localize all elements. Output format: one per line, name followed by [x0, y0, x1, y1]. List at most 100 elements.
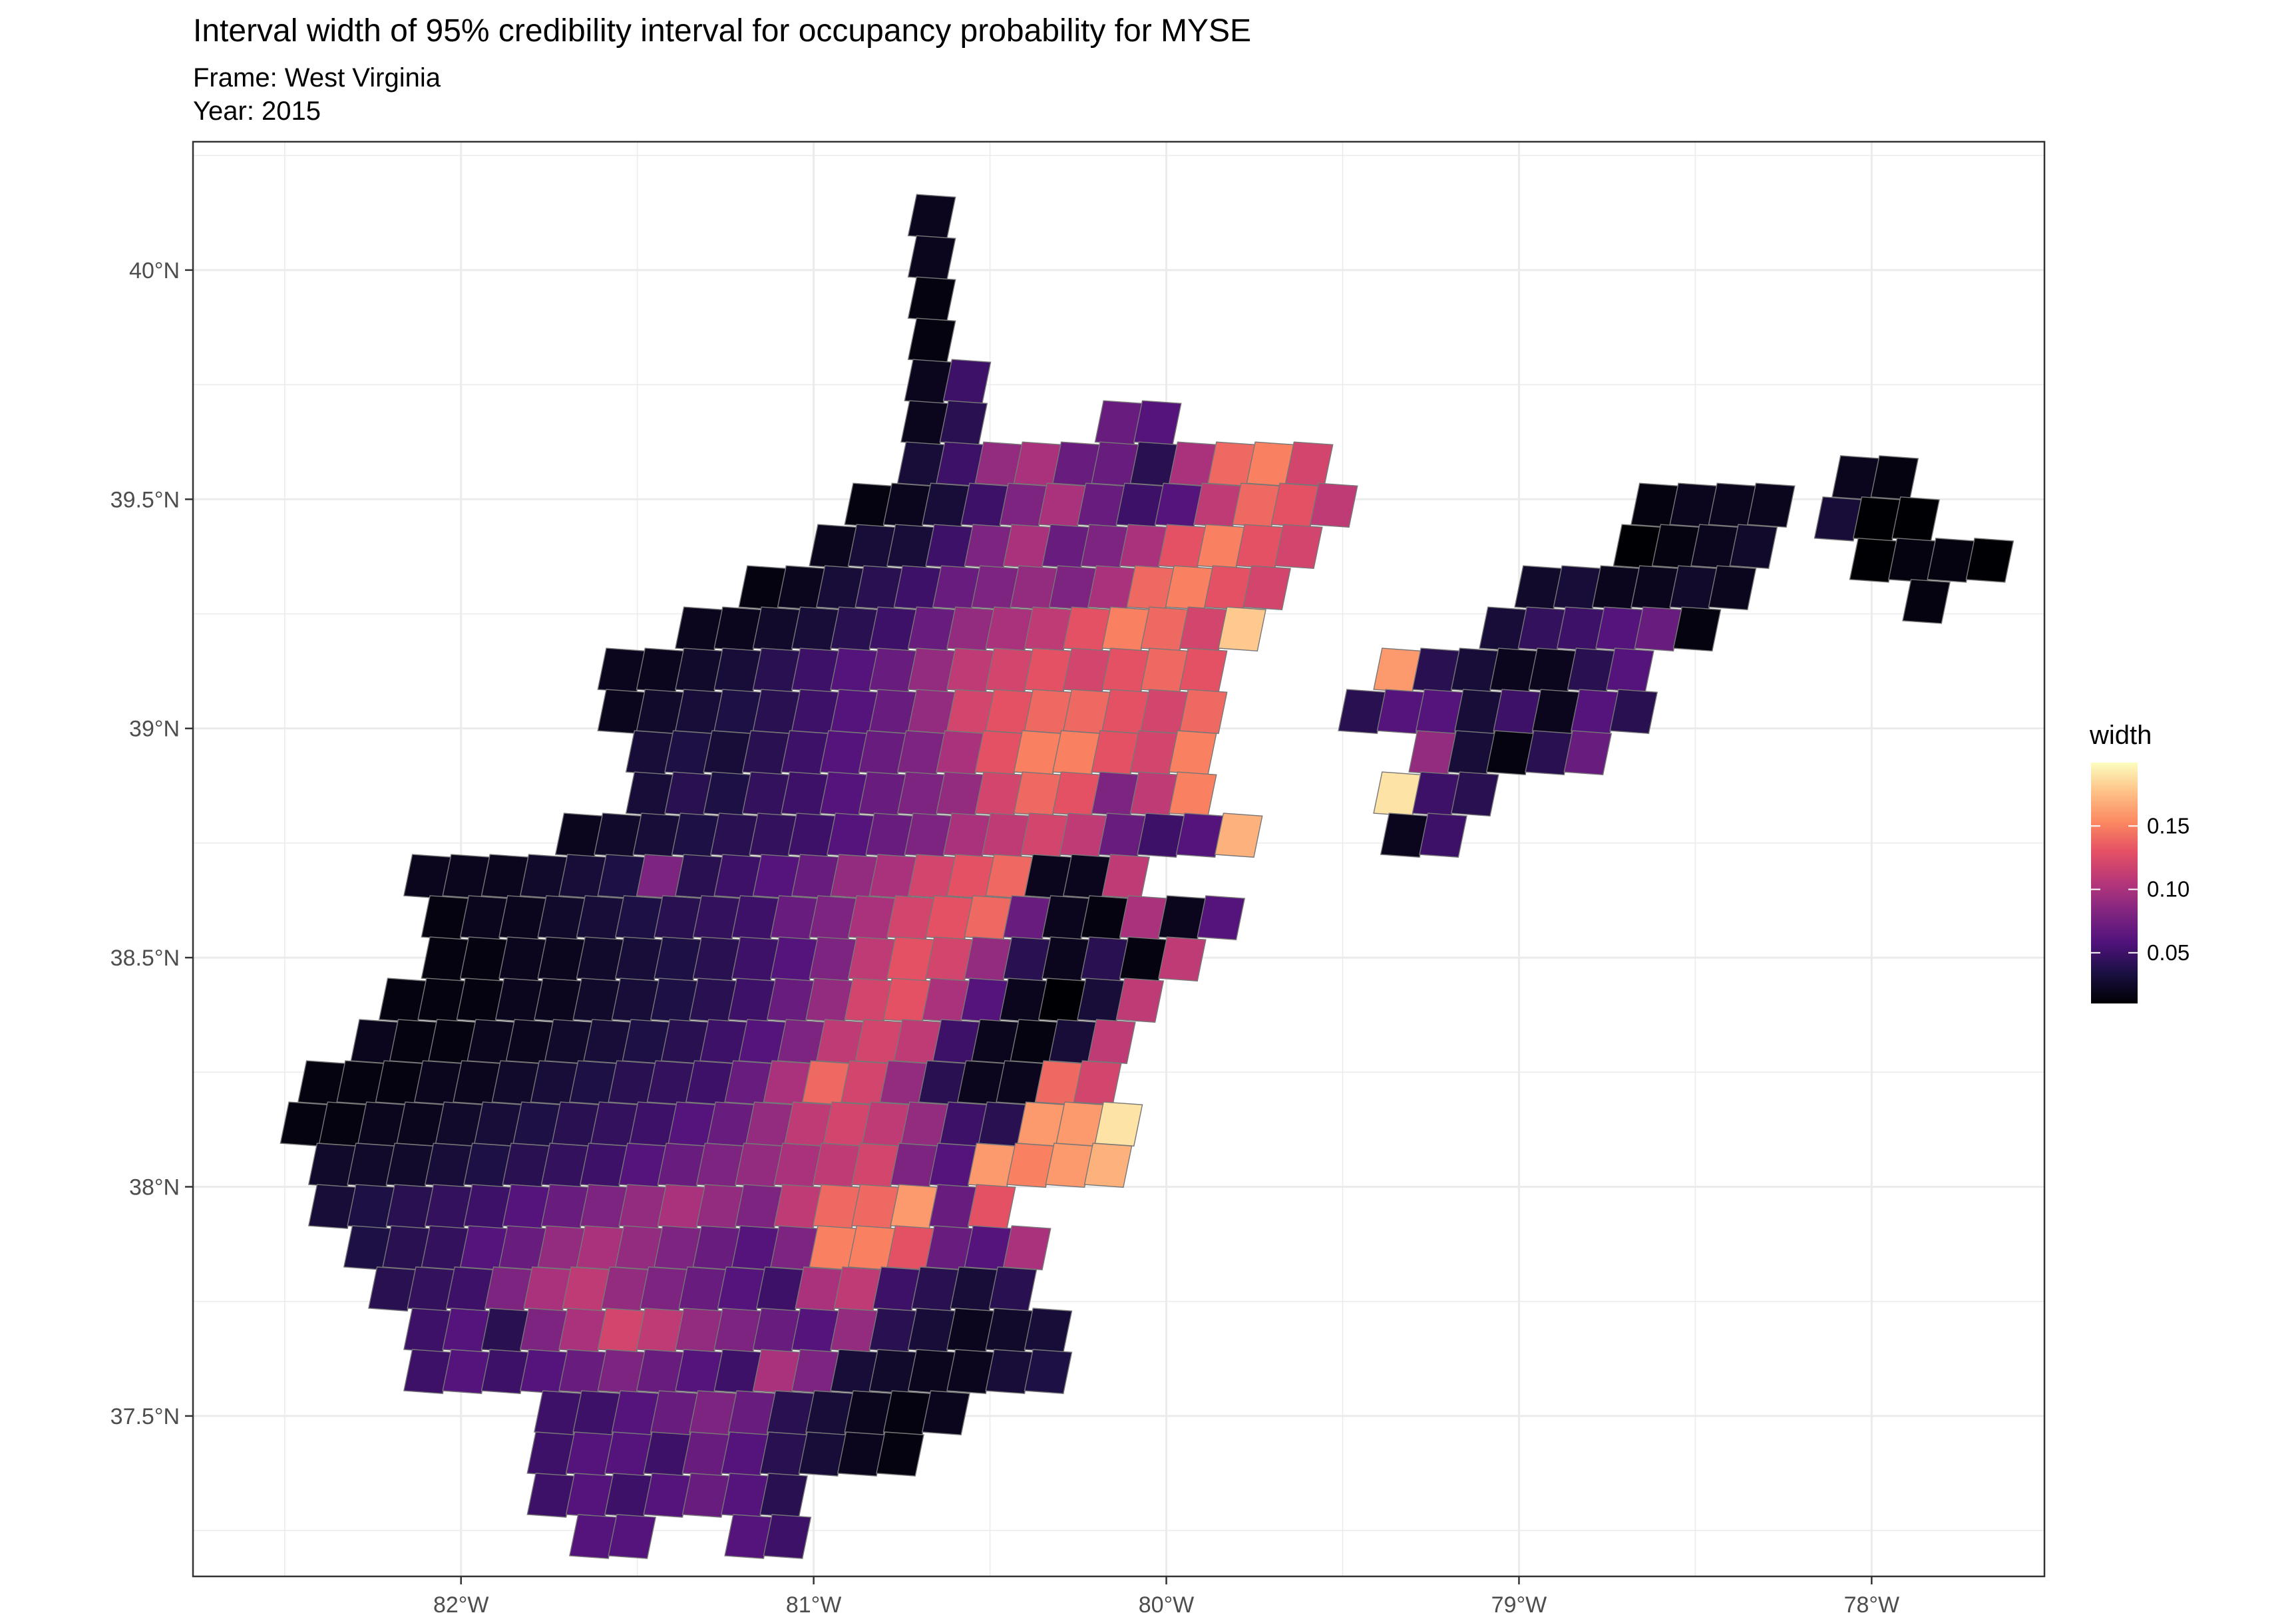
heatmap-cell — [1083, 1143, 1133, 1188]
plot-panel — [192, 140, 2046, 1578]
y-tick-label: 37.5°N — [110, 1404, 180, 1429]
legend-tick-label: 0.15 — [2147, 813, 2190, 838]
legend: width 0.15 0.10 0.05 — [2089, 721, 2190, 1003]
y-tick-label: 38.5°N — [110, 946, 180, 971]
y-tick-label: 38°N — [129, 1175, 180, 1200]
heatmap-cell — [1274, 524, 1323, 570]
x-tick-label: 82°W — [433, 1592, 489, 1615]
heatmap-cell — [1284, 441, 1334, 487]
heatmap-cell — [921, 1390, 970, 1435]
heatmap-cell — [1115, 978, 1165, 1023]
heatmap-cell — [876, 1431, 924, 1477]
legend-title: width — [2089, 721, 2152, 750]
heatmap-cell — [837, 1431, 886, 1477]
heatmap-cell — [643, 1473, 692, 1518]
heatmap-cell — [1338, 689, 1386, 735]
heatmap-cell — [759, 1473, 808, 1518]
heatmap-cell — [1902, 579, 1951, 624]
heatmap-cell — [480, 1349, 530, 1394]
heatmap-cell — [1214, 812, 1263, 858]
heatmap-cell — [939, 400, 988, 446]
heatmap-cell — [1376, 689, 1426, 735]
heatmap-cell — [942, 359, 992, 405]
heatmap-cell — [1609, 689, 1658, 735]
heatmap-cell — [1197, 895, 1246, 940]
heatmap-cells — [280, 194, 2014, 1559]
chart-title: Interval width of 95% credibility interv… — [193, 13, 1251, 49]
heatmap-cell — [1045, 1143, 1094, 1188]
heatmap-cell — [1672, 606, 1722, 652]
heatmap-cell — [1708, 565, 1757, 611]
heatmap-cell — [1179, 689, 1228, 735]
heatmap-cell — [368, 1266, 417, 1312]
heatmap-cell — [1927, 538, 1975, 583]
heatmap-cell — [907, 317, 956, 363]
y-tick-label: 39.5°N — [110, 487, 180, 512]
heatmap-cell — [907, 235, 956, 281]
heatmap-cell — [1101, 854, 1150, 899]
heatmap-cell — [526, 1473, 576, 1518]
x-tick-label: 79°W — [1491, 1592, 1547, 1615]
heatmap-cell — [1024, 1349, 1073, 1394]
y-tick-label: 39°N — [129, 717, 180, 742]
heatmap-cell — [1137, 812, 1185, 858]
heatmap-cell — [608, 1514, 657, 1559]
heatmap-cell — [1175, 812, 1225, 858]
heatmap-cell — [1814, 496, 1863, 542]
legend-colorbar — [2091, 763, 2138, 1003]
chart-subtitle-frame: Frame: West Virginia — [193, 63, 441, 92]
legend-tick-label: 0.05 — [2147, 940, 2190, 965]
heatmap-cell — [1746, 482, 1796, 528]
heatmap-cell — [1525, 730, 1573, 776]
heatmap-cell — [1729, 524, 1778, 570]
heatmap-cell — [1133, 400, 1182, 446]
heatmap-cell — [1168, 771, 1217, 817]
x-tick-label: 78°W — [1844, 1592, 1900, 1615]
x-tick-label: 80°W — [1139, 1592, 1195, 1615]
heatmap-cell — [1002, 1225, 1052, 1270]
heatmap-cell — [907, 276, 956, 322]
panel-border — [192, 140, 2046, 1578]
heatmap-cell — [967, 1184, 1016, 1229]
heatmap-cell — [1087, 1019, 1136, 1064]
heatmap-cell — [1168, 730, 1217, 776]
heatmap-cell — [1634, 606, 1683, 652]
heatmap-cell — [1563, 730, 1613, 776]
heatmap-cell — [403, 1349, 452, 1394]
x-axis: 82°W 81°W 80°W 79°W 78°W — [433, 1576, 1899, 1615]
y-axis: 40°N 39.5°N 39°N 38.5°N 38°N 37.5°N — [110, 258, 193, 1429]
heatmap-cell — [1218, 606, 1266, 652]
heatmap-cell — [1024, 1308, 1073, 1353]
heatmap-cell — [1006, 1143, 1055, 1188]
legend-tick-label: 0.10 — [2147, 877, 2190, 902]
heatmap-cell — [988, 1266, 1038, 1312]
y-tick-label: 40°N — [129, 258, 180, 283]
heatmap-cell — [1606, 647, 1654, 693]
heatmap-cell — [1891, 496, 1940, 542]
heatmap-cell — [1380, 812, 1429, 858]
heatmap-cell — [1073, 1060, 1122, 1105]
heatmap-cell — [907, 194, 956, 240]
heatmap-cell — [681, 1473, 731, 1518]
heatmap-cell — [1870, 455, 1919, 500]
heatmap-cell — [763, 1514, 812, 1559]
chart-subtitle-year: Year: 2015 — [193, 96, 321, 126]
heatmap-cell — [1179, 647, 1228, 693]
heatmap-cell — [307, 1184, 357, 1229]
heatmap-cell — [1094, 1101, 1143, 1147]
heatmap-cell — [946, 1349, 995, 1394]
x-tick-label: 81°W — [786, 1592, 842, 1615]
heatmap-cell — [1849, 538, 1898, 583]
heatmap-cell — [1485, 730, 1535, 776]
heatmap-cell — [569, 1514, 618, 1559]
heatmap-cell — [1450, 771, 1499, 817]
heatmap-cell — [1309, 482, 1358, 528]
legend-ticks: 0.15 0.10 0.05 — [2091, 813, 2190, 965]
heatmap-cell — [1243, 565, 1291, 611]
heatmap-cell — [798, 1431, 847, 1477]
heatmap-cell — [442, 1349, 491, 1394]
heatmap-cell — [1965, 538, 2014, 583]
heatmap-cell — [1158, 936, 1207, 982]
heatmap-cell — [724, 1514, 773, 1559]
